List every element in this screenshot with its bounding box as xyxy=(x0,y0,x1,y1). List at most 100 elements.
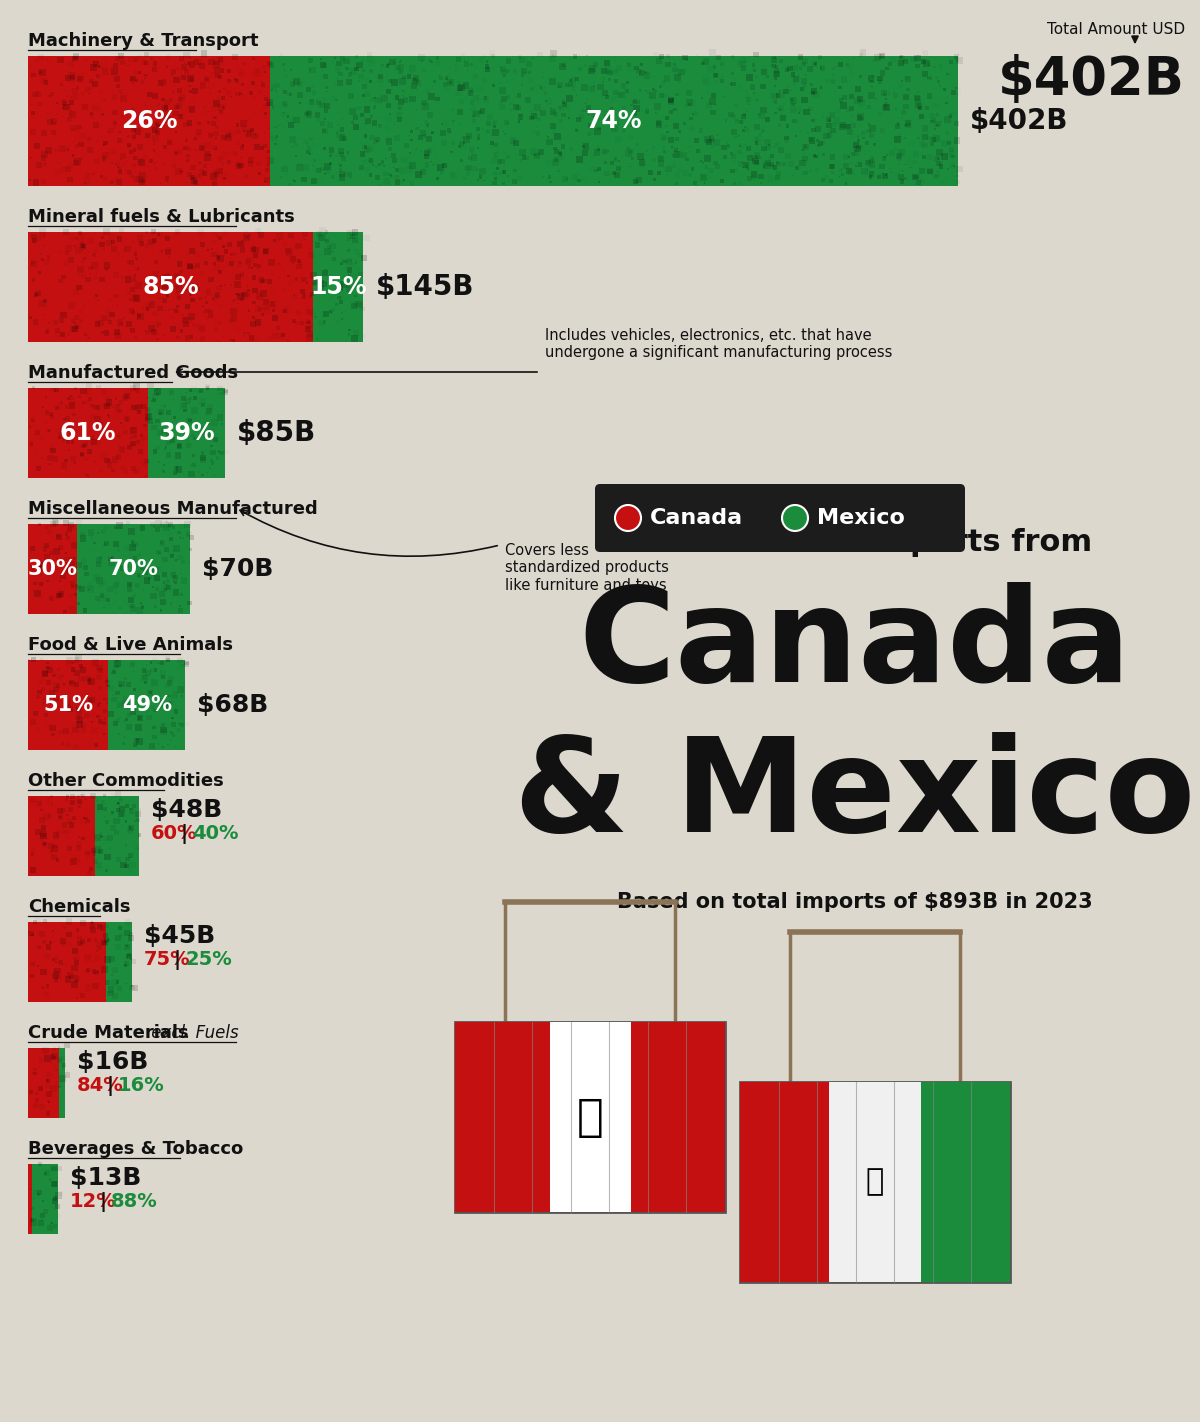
Bar xyxy=(30,720,36,725)
Bar xyxy=(354,67,359,71)
Bar xyxy=(604,114,610,119)
Bar xyxy=(499,104,505,109)
Bar xyxy=(798,74,800,77)
Bar xyxy=(318,176,323,182)
Bar xyxy=(55,533,62,540)
Bar xyxy=(166,273,170,277)
Bar xyxy=(83,304,86,307)
Bar xyxy=(73,957,77,960)
Bar xyxy=(402,75,406,78)
Bar xyxy=(74,683,79,687)
Bar xyxy=(311,272,317,279)
Bar xyxy=(335,321,336,323)
Bar xyxy=(706,90,710,95)
Bar xyxy=(738,181,742,185)
Bar xyxy=(880,70,886,75)
Bar xyxy=(215,125,220,129)
Bar xyxy=(77,523,190,614)
Text: $85B: $85B xyxy=(236,419,316,447)
Bar xyxy=(137,848,139,850)
Bar xyxy=(214,169,218,175)
Bar xyxy=(275,90,277,92)
Bar xyxy=(385,127,391,132)
Bar xyxy=(127,953,132,957)
Bar xyxy=(456,85,463,91)
Bar xyxy=(49,412,53,417)
Bar xyxy=(160,698,164,702)
Bar xyxy=(386,64,389,67)
Bar xyxy=(112,994,118,1000)
Bar xyxy=(131,958,136,964)
Bar xyxy=(56,1214,61,1219)
Bar xyxy=(161,586,167,592)
Bar xyxy=(871,74,875,78)
Bar xyxy=(43,259,49,264)
Bar xyxy=(124,961,128,966)
Bar xyxy=(307,148,313,154)
Bar xyxy=(271,137,277,142)
Bar xyxy=(162,747,164,748)
Bar xyxy=(144,474,148,476)
Bar xyxy=(439,77,443,80)
Bar xyxy=(154,162,156,165)
Bar xyxy=(521,84,523,87)
Bar xyxy=(119,933,122,937)
Bar xyxy=(896,156,901,161)
Bar xyxy=(346,286,352,292)
Bar xyxy=(263,102,269,108)
Text: Based on total imports of $893B in 2023: Based on total imports of $893B in 2023 xyxy=(617,892,1093,912)
Bar xyxy=(128,597,134,603)
Bar xyxy=(720,61,724,65)
Bar xyxy=(107,939,109,941)
Bar xyxy=(136,583,139,587)
Bar xyxy=(156,124,160,128)
Bar xyxy=(912,173,919,181)
Bar xyxy=(78,395,80,398)
Bar xyxy=(84,474,86,475)
Bar xyxy=(755,141,758,145)
Bar xyxy=(763,162,769,169)
Bar xyxy=(403,97,408,102)
Bar xyxy=(168,549,175,555)
Bar xyxy=(71,75,74,80)
Bar xyxy=(928,135,931,139)
Bar xyxy=(456,68,457,70)
Bar xyxy=(630,104,632,107)
Bar xyxy=(898,164,899,165)
Bar xyxy=(205,78,209,81)
Bar xyxy=(362,333,366,336)
Bar xyxy=(545,101,547,102)
Bar xyxy=(235,124,239,127)
Bar xyxy=(802,149,804,151)
Bar xyxy=(938,84,941,87)
Bar xyxy=(766,75,769,78)
Bar xyxy=(202,148,204,149)
Bar xyxy=(119,410,122,412)
Bar xyxy=(199,390,204,394)
Bar xyxy=(152,239,157,243)
Bar xyxy=(877,55,880,58)
Bar xyxy=(222,105,226,109)
Bar xyxy=(912,57,917,63)
Bar xyxy=(73,53,79,60)
Bar xyxy=(43,81,48,85)
Bar xyxy=(121,262,124,263)
Bar xyxy=(320,63,326,68)
Bar xyxy=(72,412,76,417)
Bar xyxy=(77,717,83,722)
Bar xyxy=(638,70,644,75)
Bar xyxy=(307,321,314,328)
Bar xyxy=(152,569,155,572)
Bar xyxy=(296,259,301,263)
Bar xyxy=(155,520,162,526)
Bar xyxy=(126,724,132,729)
Bar xyxy=(200,237,203,239)
Bar xyxy=(214,172,218,176)
Bar xyxy=(754,137,760,142)
Bar xyxy=(188,471,194,476)
Bar xyxy=(80,993,85,998)
Bar xyxy=(613,121,619,127)
Bar xyxy=(359,74,365,80)
Bar xyxy=(108,685,114,691)
Bar xyxy=(709,50,716,57)
